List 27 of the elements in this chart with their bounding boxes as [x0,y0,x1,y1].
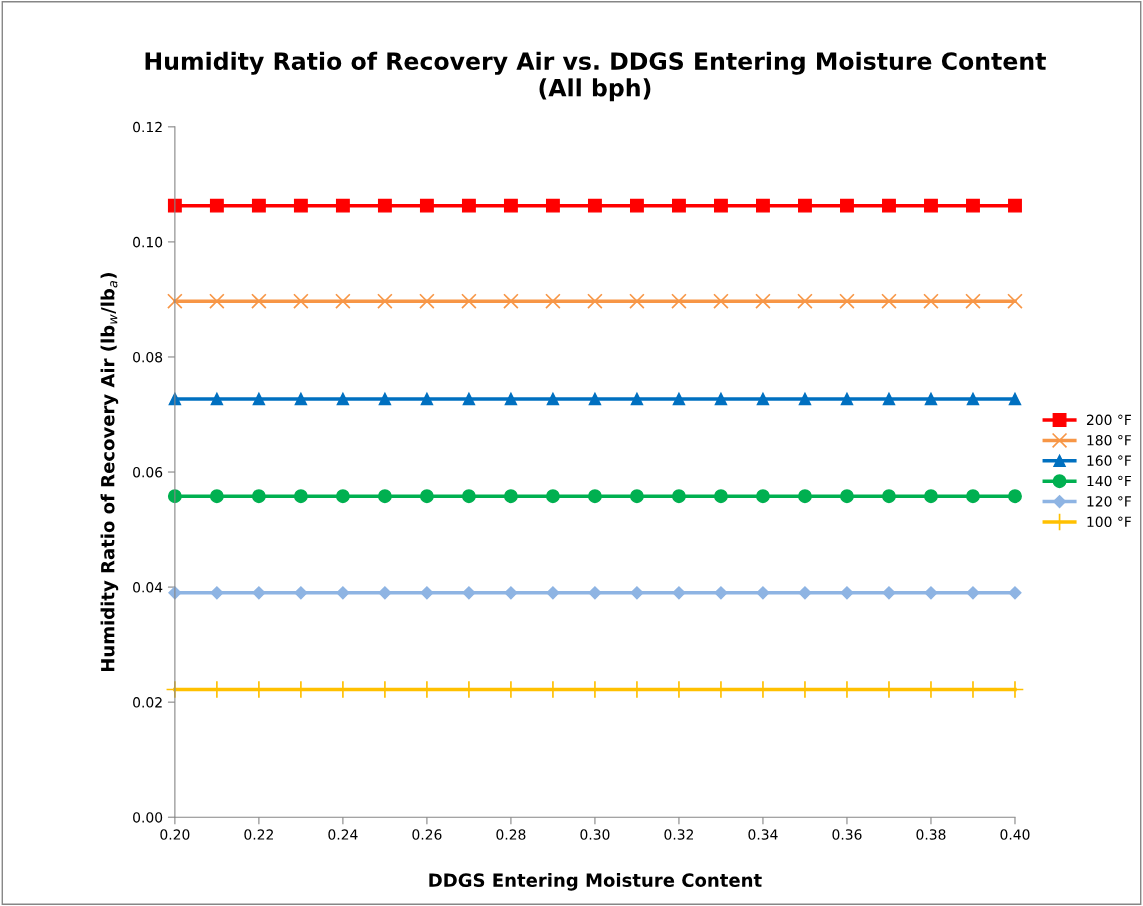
legend-label: 160 °F [1087,455,1131,466]
y-tick-label: 0.04 [133,582,163,593]
y-axis-title: Humidity Ratio of Recovery Air (lb$_{w}$/lb$_{a}$) [100,273,119,672]
y-tick-label: 0.02 [133,697,162,708]
legend-label: 120 °F [1087,496,1131,507]
x-tick-label: 0.20 [160,829,190,840]
y-tick-label: 0.10 [133,236,163,248]
y-tick-label: 0.08 [133,351,163,363]
x-tick-label: 0.24 [328,829,358,840]
legend-label: 140 °F [1087,475,1131,487]
x-tick-label: 0.40 [1000,829,1030,840]
x-tick-label: 0.34 [748,829,778,840]
x-axis-title: DDGS Entering Moisture Content [429,873,762,891]
y-tick-label: 0.12 [133,121,162,133]
x-tick-label: 0.22 [244,829,273,840]
chart-title: Humidity Ratio of Recovery Air vs. DDGS Entering Moisture Content (All bph) [145,51,1046,102]
x-tick-label: 0.30 [580,829,610,840]
x-tick-label: 0.26 [412,829,442,840]
y-tick-label: 0.06 [133,466,163,478]
legend-label: 100 °F [1087,516,1131,528]
y-tick-label: 0.00 [133,812,163,823]
x-tick-label: 0.28 [496,829,526,840]
legend-label: 200 °F [1086,414,1131,426]
x-tick-label: 0.38 [916,829,946,840]
x-tick-label: 0.32 [664,829,694,840]
legend-label: 180 °F [1087,434,1131,446]
x-tick-label: 0.36 [832,829,862,840]
